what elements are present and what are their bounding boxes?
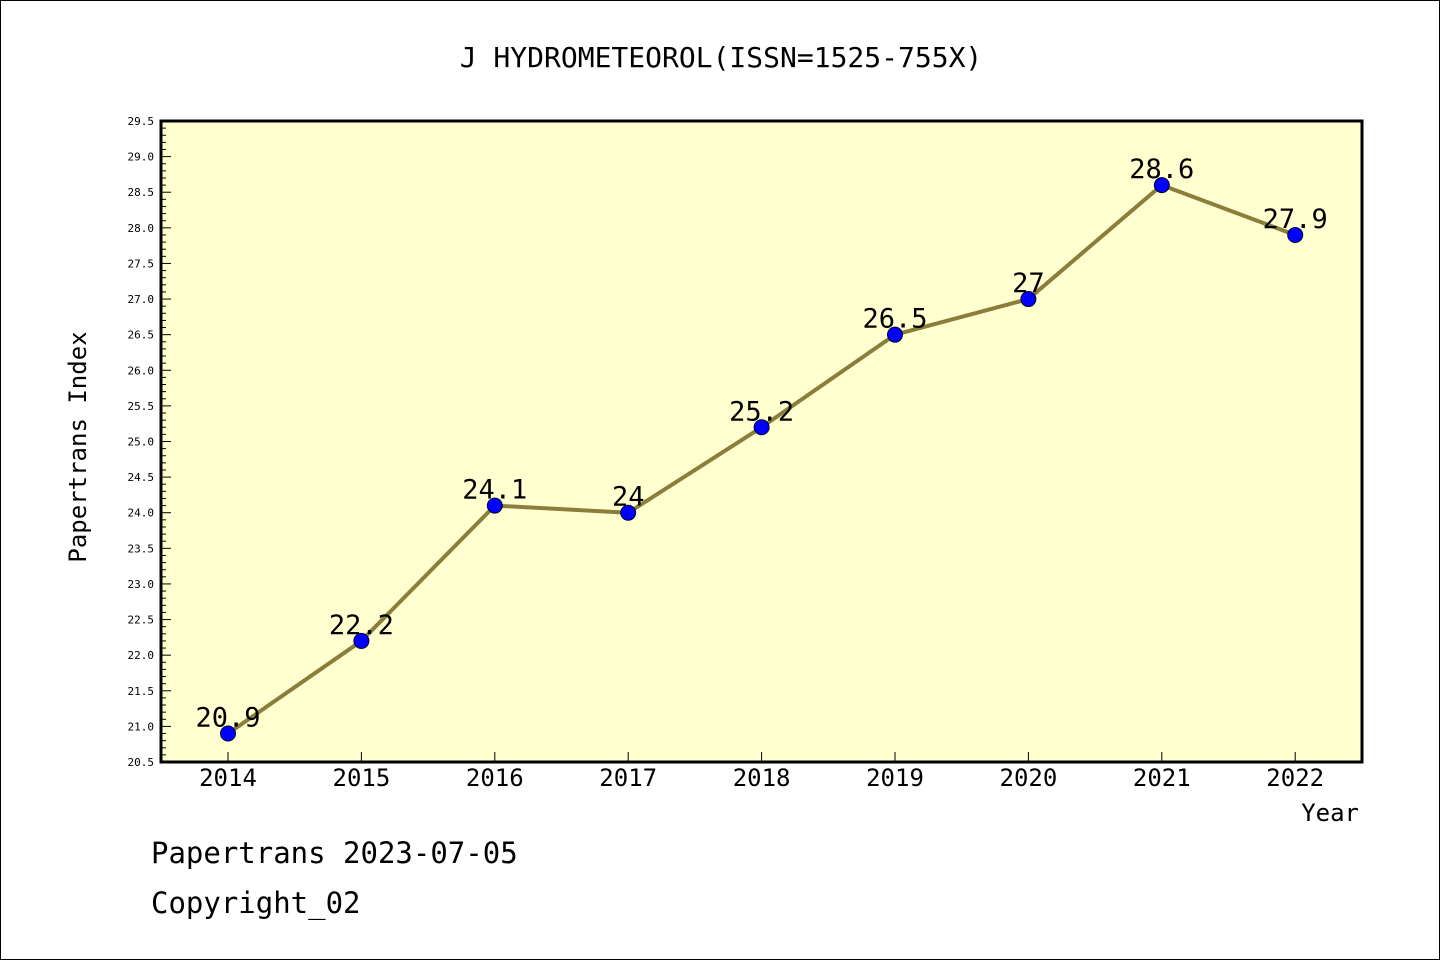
data-label: 27.9: [1263, 204, 1328, 235]
x-axis: 2014 2015 2016 2017 2018 2019 2020 2021 2022: [199, 752, 1324, 792]
x-tick-label: 2021: [1133, 764, 1191, 792]
data-point: [620, 504, 637, 521]
y-tick-label: 26.5: [128, 329, 155, 342]
x-tick-label: 2017: [599, 764, 657, 792]
y-tick-label: 21.0: [128, 720, 155, 733]
y-tick-label: 20.5: [128, 756, 155, 769]
y-tick-label: 24.0: [128, 507, 155, 520]
data-point: [753, 419, 770, 436]
x-axis-label: Year: [1301, 799, 1359, 827]
data-label: 27: [1012, 268, 1045, 299]
x-tick-label: 2016: [466, 764, 524, 792]
y-tick-label: 27.5: [128, 257, 155, 270]
y-tick-label: 23.0: [128, 578, 155, 591]
data-label: 26.5: [862, 304, 927, 335]
data-label: 24.1: [462, 475, 527, 506]
plot-area: [159, 119, 1364, 764]
data-label: 22.2: [329, 610, 394, 641]
y-tick-label: 25.5: [128, 400, 155, 413]
data-point: [1287, 226, 1304, 243]
y-tick-label: 23.5: [128, 542, 155, 555]
y-tick-label: 29.5: [128, 115, 155, 128]
footer-copyright: Copyright_02: [151, 886, 361, 920]
y-tick-label: 28.0: [128, 222, 155, 235]
data-point: [887, 326, 903, 343]
y-tick-label: 21.5: [128, 685, 155, 698]
data-label: 20.9: [195, 703, 260, 734]
x-tick-label: 2019: [866, 764, 924, 792]
y-tick-label: 29.0: [128, 151, 155, 164]
x-tick-label: 2022: [1266, 764, 1324, 792]
data-label: 28.6: [1129, 154, 1194, 185]
series-layer: 20.9 22.2 24.1 24 25.2 26.5 27 28.6 27.9: [195, 154, 1328, 742]
data-point: [486, 497, 503, 514]
x-tick-label: 2014: [199, 764, 257, 792]
x-tick-label: 2020: [1000, 764, 1058, 792]
y-axis-label: Papertrans Index: [64, 331, 92, 562]
footer-date-line: Papertrans 2023-07-05: [151, 836, 518, 870]
y-tick-label: 26.0: [128, 364, 155, 377]
data-label: 25.2: [729, 396, 794, 427]
x-tick-label: 2015: [333, 764, 391, 792]
y-tick-label: 28.5: [128, 186, 155, 199]
y-tick-label: 22.0: [128, 649, 155, 662]
x-tick-label: 2018: [733, 764, 791, 792]
y-tick-label: 24.5: [128, 471, 155, 484]
data-point: [1153, 177, 1170, 194]
y-tick-label: 25.0: [128, 436, 155, 449]
y-axis: 20.5 21.0 21.5 22.0 22.5 23.0 23.5 24.0 24.5 25.0…: [128, 115, 171, 769]
y-tick-label: 27.0: [128, 293, 155, 306]
y-tick-label: 22.5: [128, 614, 155, 627]
data-label: 24: [612, 482, 645, 513]
data-point: [353, 632, 370, 649]
data-point: [1020, 291, 1037, 308]
chart-title: J HYDROMETEOROL(ISSN=1525-755X): [460, 41, 983, 74]
data-point: [220, 725, 236, 742]
